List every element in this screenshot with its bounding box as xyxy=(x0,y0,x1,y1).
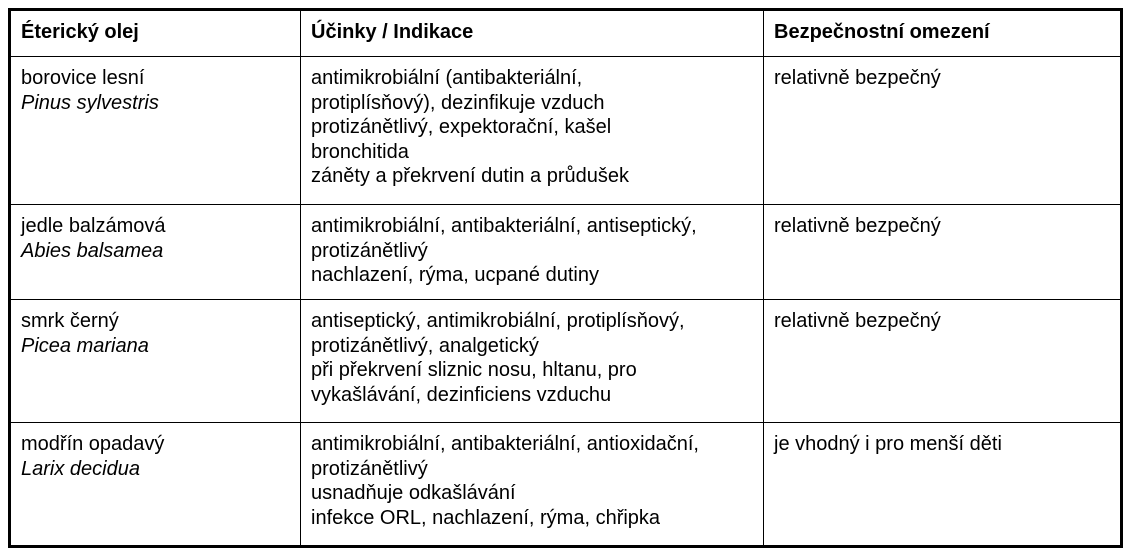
oil-name: smrk černý xyxy=(21,310,119,332)
safety-cell: je vhodný i pro menší děti xyxy=(763,422,1122,547)
effects-cell: antimikrobiální, antibakteriální, antiox… xyxy=(300,422,764,547)
safety-cell: relativně bezpečný xyxy=(763,204,1122,300)
table-row: smrk černý Picea mariana antiseptický, a… xyxy=(9,299,1122,423)
latin-name: Larix decidua xyxy=(21,457,140,480)
table-row: borovice lesní Pinus sylvestris antimikr… xyxy=(9,56,1122,205)
table-row: jedle balzámová Abies balsamea antimikro… xyxy=(9,204,1122,300)
oil-name: modřín opadavý xyxy=(21,433,165,455)
oil-name: jedle balzámová xyxy=(21,215,166,237)
oil-name: borovice lesní xyxy=(21,67,145,89)
table-row: modřín opadavý Larix decidua antimikrobi… xyxy=(9,422,1122,547)
latin-name: Pinus sylvestris xyxy=(21,91,159,114)
header-oil: Éterický olej xyxy=(9,9,301,57)
oil-cell: jedle balzámová Abies balsamea xyxy=(9,204,301,300)
header-safety: Bezpečnostní omezení xyxy=(763,9,1122,57)
header-effects: Účinky / Indikace xyxy=(300,9,764,57)
effects-cell: antiseptický, antimikrobiální, protiplís… xyxy=(300,299,764,423)
effects-cell: antimikrobiální, antibakteriální, antise… xyxy=(300,204,764,300)
latin-name: Picea mariana xyxy=(21,334,149,357)
oil-cell: borovice lesní Pinus sylvestris xyxy=(9,56,301,205)
effects-cell: antimikrobiální (antibakteriální, protip… xyxy=(300,56,764,205)
essential-oils-table: Éterický olej Účinky / Indikace Bezpečno… xyxy=(8,8,1123,548)
safety-cell: relativně bezpečný xyxy=(763,56,1122,205)
oil-cell: smrk černý Picea mariana xyxy=(9,299,301,423)
latin-name: Abies balsamea xyxy=(21,239,164,262)
oil-cell: modřín opadavý Larix decidua xyxy=(9,422,301,547)
safety-cell: relativně bezpečný xyxy=(763,299,1122,423)
table-header-row: Éterický olej Účinky / Indikace Bezpečno… xyxy=(9,9,1122,57)
